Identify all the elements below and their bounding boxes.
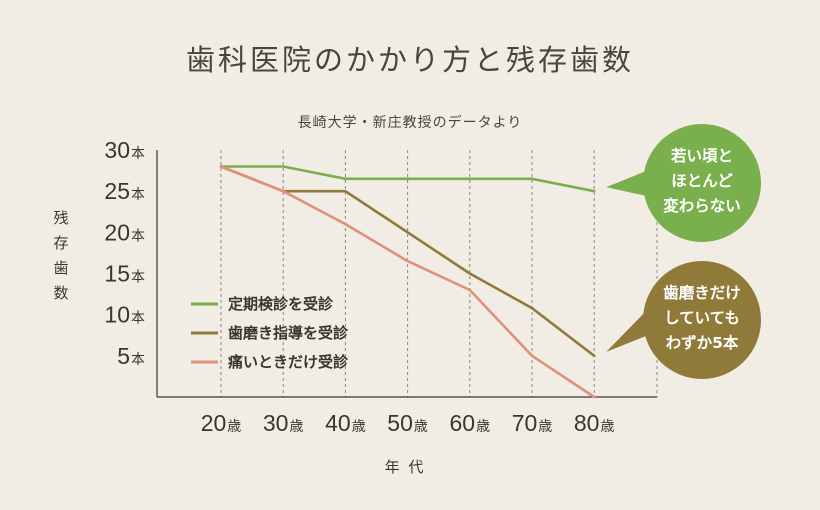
legend-label-2: 歯磨き指導を受診 [228,324,349,342]
y-tick-number: 5 [117,343,130,369]
y-axis-title-char: 残 [53,209,70,227]
x-tick-number: 40 [325,410,351,436]
legend-label-1: 定期検診を受診 [228,295,334,313]
x-tick-label: 70歳 [512,410,553,436]
series-lines [219,165,596,399]
x-tick-number: 30 [263,410,289,436]
callout-text-line: 若い頃と [670,146,733,165]
y-tick-label: 15本 [104,261,145,287]
callout-pointer [606,306,651,352]
y-tick-label: 30本 [104,137,145,163]
y-tick-number: 30 [104,137,130,163]
x-tick-unit: 歳 [352,419,366,435]
x-tick-label: 20歳 [201,410,242,436]
x-tick-unit: 歳 [476,419,490,435]
x-tick-labels: 20歳 30歳 40歳 50歳 60歳 70歳 80歳 [201,410,615,436]
x-tick-number: 50 [387,410,413,436]
axes [156,150,657,398]
x-tick-label: 30歳 [263,410,304,436]
y-axis-title-char: 数 [53,284,70,302]
y-axis-title-char: 歯 [53,259,70,277]
callout-circle [643,124,761,242]
x-tick-label: 50歳 [387,410,428,436]
x-tick-number: 80 [574,410,600,436]
y-tick-label: 20本 [104,219,145,245]
y-tick-unit: 本 [131,270,145,286]
callout-text-line: 歯磨きだけ [663,283,741,302]
y-tick-unit: 本 [131,352,145,368]
y-tick-number: 25 [104,178,130,204]
series-line-3 [219,165,596,399]
x-tick-unit: 歳 [538,419,552,435]
y-tick-unit: 本 [131,311,145,327]
callout-text-line: していても [664,309,740,327]
callout-text-line: 変わらない [663,196,741,215]
y-tick-number: 20 [104,219,130,245]
x-tick-number: 70 [512,410,538,436]
callout-text-line: わずか5本 [666,333,739,352]
chart-title: 歯科医院のかかり方と残存歯数 [186,43,634,77]
y-tick-label: 5本 [117,343,145,369]
x-tick-label: 40歳 [325,410,366,436]
x-tick-label: 80歳 [574,410,615,436]
y-tick-number: 10 [104,302,130,328]
series-line-1 [219,165,596,193]
x-tick-unit: 歳 [289,419,303,435]
x-tick-unit: 歳 [600,419,614,435]
callout-circle [643,261,761,379]
y-tick-label: 25本 [104,178,145,204]
y-tick-unit: 本 [131,187,145,203]
y-tick-unit: 本 [131,146,145,162]
y-axis-title-char: 存 [53,234,70,252]
x-tick-label: 60歳 [450,410,491,436]
legend-label-3: 痛いときだけ受診 [227,353,349,371]
x-tick-unit: 歳 [227,419,241,435]
y-axis-title: 残存歯数 [53,209,70,302]
callout-text-line: ほとんど [671,172,733,190]
chart-subtitle: 長崎大学・新庄教授のデータより [298,114,523,131]
callout-pointer [606,169,651,197]
x-tick-number: 60 [450,410,476,436]
y-tick-unit: 本 [131,228,145,244]
y-tick-number: 15 [104,261,130,287]
x-axis-title: 年 代 [385,458,426,476]
y-tick-label: 10本 [104,302,145,328]
x-tick-number: 20 [201,410,227,436]
x-tick-unit: 歳 [414,419,428,435]
